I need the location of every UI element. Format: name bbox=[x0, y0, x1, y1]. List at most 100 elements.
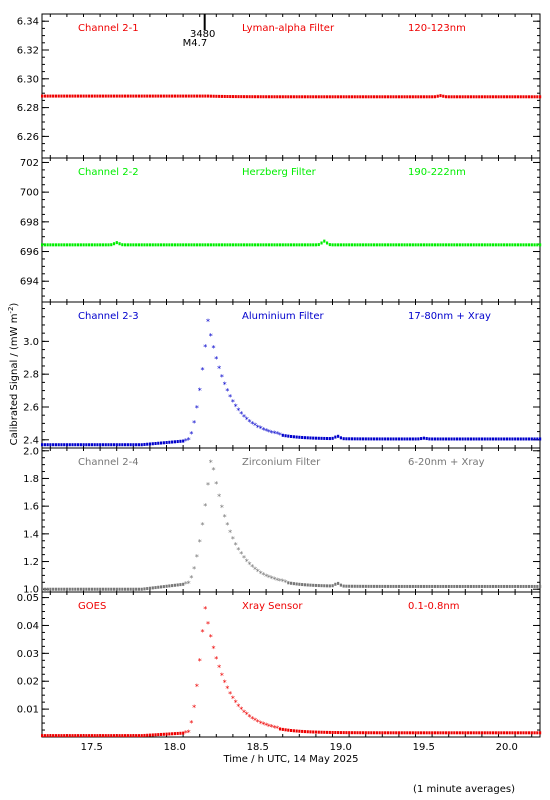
data-point bbox=[76, 243, 80, 247]
data-point bbox=[96, 587, 99, 591]
data-point-star: * bbox=[217, 493, 221, 502]
data-point bbox=[411, 731, 414, 735]
data-point bbox=[403, 731, 406, 735]
data-point bbox=[71, 587, 74, 591]
data-point bbox=[397, 731, 401, 735]
data-point bbox=[425, 243, 428, 247]
data-point bbox=[52, 94, 55, 98]
data-point bbox=[325, 584, 329, 588]
data-point-star: * bbox=[189, 430, 193, 439]
data-point bbox=[82, 587, 85, 591]
y-axis-title-end: ) bbox=[9, 303, 20, 307]
data-point bbox=[309, 436, 312, 440]
data-point bbox=[511, 243, 514, 247]
data-point bbox=[525, 731, 528, 735]
data-point bbox=[278, 243, 282, 247]
data-point bbox=[79, 94, 82, 98]
data-point bbox=[489, 584, 492, 588]
data-point bbox=[93, 734, 96, 738]
data-point-star: * bbox=[231, 695, 235, 704]
data-point bbox=[124, 443, 127, 447]
filter-label: Zirconium Filter bbox=[242, 457, 321, 468]
data-point bbox=[367, 437, 370, 441]
filter-label: Herzberg Filter bbox=[242, 167, 317, 178]
data-point bbox=[444, 584, 448, 588]
data-point bbox=[110, 243, 113, 247]
data-point bbox=[52, 443, 55, 447]
data-point bbox=[458, 243, 461, 247]
series-points bbox=[41, 239, 542, 247]
data-point bbox=[378, 437, 381, 441]
data-point bbox=[110, 94, 113, 98]
data-point-star: * bbox=[281, 578, 285, 587]
data-point-star: * bbox=[250, 420, 254, 429]
data-point bbox=[112, 734, 116, 738]
data-point bbox=[159, 732, 163, 736]
data-point bbox=[290, 581, 293, 585]
data-point bbox=[478, 95, 481, 99]
data-point-star: * bbox=[272, 430, 276, 439]
data-point bbox=[328, 584, 331, 588]
data-point bbox=[259, 243, 262, 247]
data-point bbox=[497, 584, 500, 588]
data-point bbox=[168, 94, 171, 98]
data-point bbox=[356, 584, 359, 588]
data-point bbox=[408, 731, 412, 735]
data-point bbox=[392, 731, 395, 735]
data-point bbox=[536, 731, 539, 735]
data-point bbox=[392, 584, 395, 588]
data-point bbox=[314, 730, 318, 734]
data-point bbox=[469, 95, 473, 99]
data-point-star: * bbox=[236, 406, 240, 415]
data-point bbox=[511, 584, 514, 588]
data-point bbox=[146, 94, 149, 98]
data-point bbox=[90, 94, 93, 98]
data-point bbox=[162, 732, 165, 736]
data-point bbox=[375, 731, 378, 735]
data-point-star: * bbox=[270, 723, 274, 732]
data-point-star: * bbox=[245, 558, 249, 567]
data-point bbox=[165, 732, 168, 736]
data-point bbox=[328, 730, 331, 734]
data-point bbox=[165, 94, 168, 98]
data-point bbox=[472, 95, 475, 99]
data-point bbox=[408, 95, 412, 99]
data-point bbox=[124, 587, 127, 591]
data-point-star: * bbox=[223, 678, 227, 687]
data-point bbox=[245, 243, 248, 247]
x-axis-title: Time / h UTC, 14 May 2025 bbox=[222, 754, 358, 765]
data-point-star: * bbox=[214, 355, 218, 364]
data-point bbox=[367, 731, 370, 735]
data-point bbox=[339, 436, 342, 440]
data-point bbox=[370, 95, 373, 99]
data-point bbox=[295, 435, 298, 439]
data-point bbox=[486, 243, 489, 247]
data-point bbox=[104, 734, 107, 738]
y-tick-label: 6.32 bbox=[17, 46, 39, 57]
channel-label: GOES bbox=[78, 601, 106, 612]
data-point-star: * bbox=[220, 503, 224, 512]
data-point bbox=[439, 243, 442, 247]
flare-marker-label-bottom: M4.7 bbox=[183, 38, 208, 49]
data-point bbox=[306, 243, 309, 247]
data-point bbox=[436, 731, 439, 735]
data-point bbox=[381, 95, 384, 99]
data-point bbox=[348, 95, 351, 99]
data-point bbox=[292, 729, 295, 733]
data-point bbox=[514, 95, 517, 99]
y-tick-label: 0.05 bbox=[17, 593, 39, 604]
data-point bbox=[287, 95, 290, 99]
data-point bbox=[295, 243, 298, 247]
data-point bbox=[41, 443, 44, 447]
data-point bbox=[309, 583, 312, 587]
data-point bbox=[320, 730, 323, 734]
data-point bbox=[370, 584, 373, 588]
data-point bbox=[522, 437, 525, 441]
data-point-star: * bbox=[223, 513, 227, 522]
data-point bbox=[397, 584, 401, 588]
data-point bbox=[165, 441, 168, 445]
data-point bbox=[328, 95, 331, 99]
data-point-star: * bbox=[261, 426, 265, 435]
data-point bbox=[519, 584, 522, 588]
data-point-star: * bbox=[278, 431, 282, 440]
